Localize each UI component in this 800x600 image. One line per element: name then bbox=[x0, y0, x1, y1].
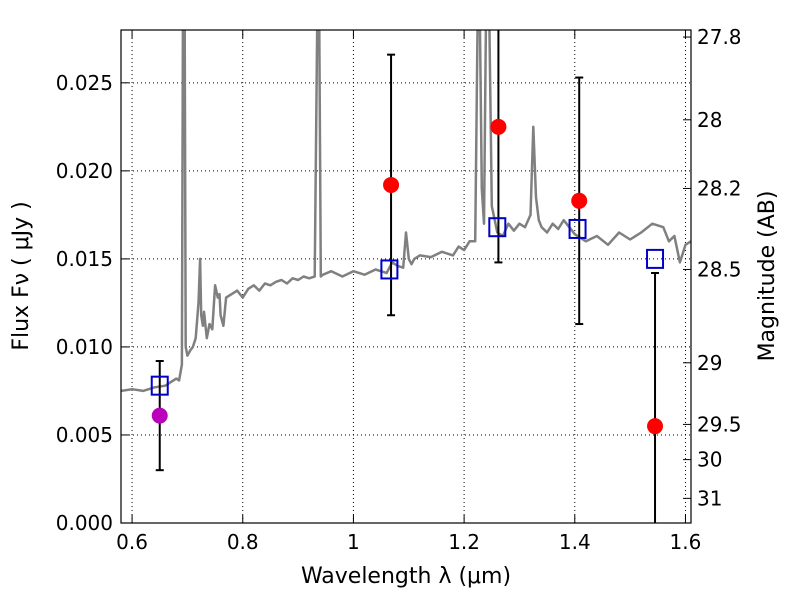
plot-area bbox=[121, 30, 691, 523]
right-tick-label: 29 bbox=[697, 351, 722, 375]
right-tick-label: 30 bbox=[697, 448, 722, 472]
x-axis-label: Wavelength λ (μm) bbox=[301, 564, 511, 589]
right-tick-label: 31 bbox=[697, 486, 722, 510]
x-tick-label: 1.6 bbox=[670, 530, 702, 554]
y-tick-label: 0.020 bbox=[56, 159, 113, 183]
y-tick-label: 0.000 bbox=[56, 511, 113, 535]
right-tick-label: 28.2 bbox=[697, 176, 742, 200]
spectrum-line bbox=[121, 30, 691, 393]
observed-flux-point bbox=[490, 118, 507, 135]
plot-frame bbox=[120, 29, 692, 524]
x-tick-label: 1.4 bbox=[559, 530, 591, 554]
y-tick-label: 0.025 bbox=[56, 71, 113, 95]
observed-flux-point bbox=[383, 176, 400, 193]
y-tick-label: 0.005 bbox=[56, 423, 113, 447]
x-tick-label: 0.6 bbox=[116, 530, 148, 554]
y-tick-label: 0.010 bbox=[56, 335, 113, 359]
observed-flux-point bbox=[647, 418, 664, 435]
x-tick-label: 1.2 bbox=[448, 530, 480, 554]
model-flux-square bbox=[646, 248, 665, 269]
model-flux-square bbox=[150, 375, 169, 396]
model-flux-square bbox=[568, 218, 587, 239]
right-tick-label: 28 bbox=[697, 108, 722, 132]
right-tick-label: 27.8 bbox=[697, 25, 742, 49]
axes-frame bbox=[120, 29, 692, 524]
x-tick-label: 0.8 bbox=[227, 530, 259, 554]
observed-flux-point bbox=[571, 192, 588, 209]
model-flux-square bbox=[380, 259, 399, 280]
y-axis-label: Flux Fν ( μJy ) bbox=[9, 201, 34, 350]
y-tick-label: 0.015 bbox=[56, 247, 113, 271]
right-tick-label: 28.5 bbox=[697, 257, 742, 281]
right-tick-label: 29.5 bbox=[697, 412, 742, 436]
observed-flux-point bbox=[151, 407, 168, 424]
ticks: 0.6 0.8 1 1.2 1.4 1.6 0.000 0.005 0.010 0.015 0.02… bbox=[56, 25, 742, 554]
model-flux-square bbox=[488, 217, 507, 238]
y-axis-right-label: Magnitude (AB) bbox=[755, 191, 780, 362]
x-tick-label: 1 bbox=[347, 530, 360, 554]
